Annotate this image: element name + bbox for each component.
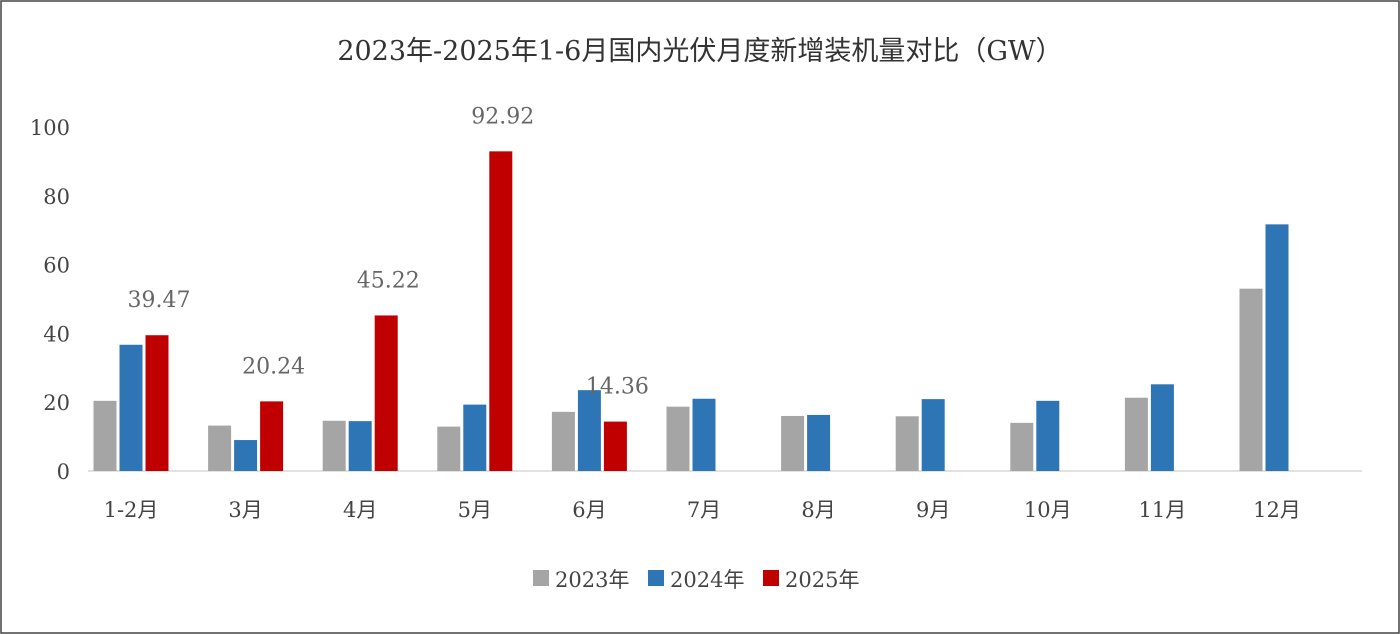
bar-2023年-12月: [1239, 288, 1263, 471]
bar-2023年-5月: [437, 426, 461, 471]
bar-2024年-5月: [463, 404, 487, 471]
data-label: 45.22: [357, 268, 420, 293]
bar-2023年-8月: [781, 415, 805, 471]
legend-label: 2024年: [670, 568, 744, 592]
y-tick-label: 20: [43, 391, 70, 415]
legend-swatch: [648, 570, 664, 586]
x-tick-label: 11月: [1139, 498, 1187, 522]
bar-2023年-6月: [551, 411, 575, 471]
legend-swatch: [763, 570, 779, 586]
bar-2024年-11月: [1150, 384, 1174, 471]
data-label: 14.36: [586, 375, 649, 400]
bar-2024年-3月: [234, 440, 258, 471]
x-tick-label: 9月: [916, 498, 950, 522]
y-tick-label: 60: [43, 254, 70, 278]
x-tick-label: 8月: [801, 498, 835, 522]
x-tick-label: 5月: [458, 498, 492, 522]
legend-swatch: [533, 570, 549, 586]
x-tick-label: 12月: [1253, 498, 1301, 522]
bar-2023年-11月: [1124, 397, 1148, 471]
bar-2024年-10月: [1036, 400, 1060, 471]
bar-2023年-3月: [208, 425, 232, 471]
bar-2023年-10月: [1010, 422, 1034, 471]
bar-2023年-7月: [666, 406, 690, 471]
bar-2024年-6月: [577, 390, 601, 471]
y-tick-label: 80: [43, 185, 70, 209]
y-tick-label: 0: [57, 460, 70, 484]
bar-2024年-9月: [921, 399, 945, 471]
bar-2024年-12月: [1265, 224, 1289, 471]
bar-2024年-8月: [807, 414, 831, 471]
x-tick-label: 7月: [687, 498, 721, 522]
x-tick-label: 6月: [572, 498, 606, 522]
bar-2024年-4月: [348, 421, 372, 471]
data-label: 20.24: [242, 354, 305, 379]
legend-label: 2025年: [785, 568, 859, 592]
y-tick-label: 40: [43, 322, 70, 346]
bar-2023年-9月: [895, 416, 919, 471]
bar-2025年-1-2月: [145, 335, 169, 471]
y-tick-label: 100: [30, 116, 70, 140]
data-label: 92.92: [471, 104, 534, 129]
x-tick-label: 4月: [343, 498, 377, 522]
x-tick-label: 1-2月: [104, 498, 159, 522]
bar-2025年-5月: [489, 151, 513, 471]
x-tick-label: 3月: [228, 498, 262, 522]
x-tick-label: 10月: [1024, 498, 1072, 522]
legend-label: 2023年: [555, 568, 629, 592]
bar-2025年-4月: [374, 315, 398, 471]
chart-title: 2023年-2025年1-6月国内光伏月度新增装机量对比（GW）: [337, 36, 1062, 67]
bar-2025年-6月: [603, 421, 627, 471]
bar-2023年-1-2月: [93, 400, 117, 471]
data-label: 39.47: [128, 288, 191, 313]
bar-2023年-4月: [322, 420, 346, 471]
bar-2024年-7月: [692, 398, 716, 471]
bar-2025年-3月: [260, 401, 284, 471]
bar-2024年-1-2月: [119, 344, 143, 471]
